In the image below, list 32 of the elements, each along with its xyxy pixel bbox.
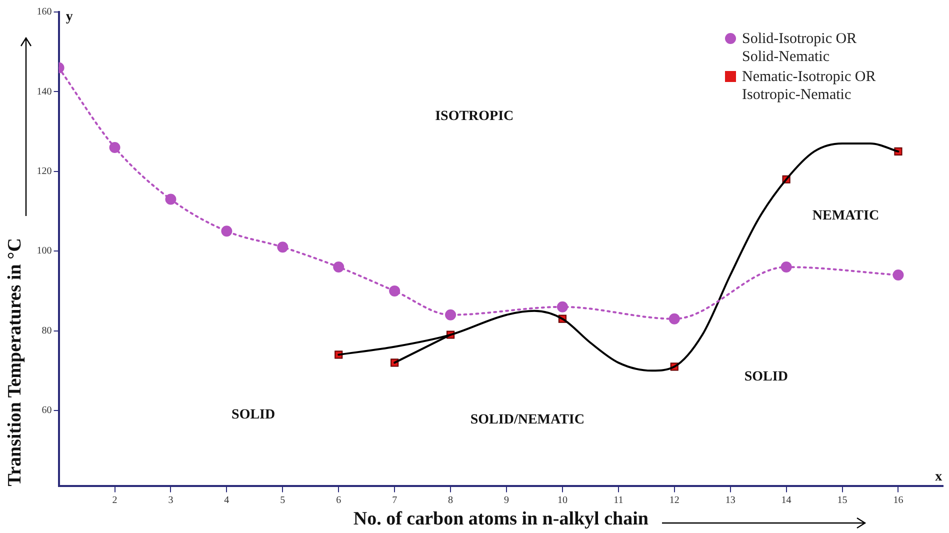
x-tick-label: 6 xyxy=(336,494,342,506)
legend-label: Nematic-Isotropic OR Isotropic-Nematic xyxy=(742,68,877,104)
x-tick-label: 3 xyxy=(168,494,174,506)
annotation: ISOTROPIC xyxy=(435,108,514,124)
x-axis-title: No. of carbon atoms in n-alkyl chain xyxy=(353,508,649,530)
x-tick-label: 2 xyxy=(112,494,118,506)
y-tick-label: 140 xyxy=(36,86,52,98)
x-tick-label: 11 xyxy=(614,494,624,506)
x-tick-label: 14 xyxy=(781,494,792,506)
annotation: NEMATIC xyxy=(812,208,880,224)
x-tick-label: 13 xyxy=(725,494,736,506)
y-tick-label: 120 xyxy=(36,166,52,178)
x-tick-label: 10 xyxy=(557,494,568,506)
x-tick-label: 4 xyxy=(224,494,230,506)
annotation: SOLID xyxy=(232,408,276,423)
annotation: y xyxy=(66,9,73,24)
x-tick-label: 8 xyxy=(448,494,454,506)
y-axis-title: Transition Temperatures in °C xyxy=(4,238,26,486)
y-tick-label: 160 xyxy=(36,6,52,18)
annotation: SOLID xyxy=(744,370,788,385)
y-tick-label: 80 xyxy=(42,325,52,336)
x-tick-label: 5 xyxy=(280,494,286,506)
x-tick-label: 16 xyxy=(893,494,904,506)
y-tick-label: 60 xyxy=(42,405,52,416)
x-tick-label: 9 xyxy=(504,494,509,506)
legend-label: Solid-Isotropic OR Solid-Nematic xyxy=(742,30,858,66)
annotation: SOLID/NEMATIC xyxy=(470,412,584,428)
y-tick-label: 100 xyxy=(36,246,52,257)
x-tick-label: 12 xyxy=(669,494,680,506)
x-tick-label: 7 xyxy=(392,494,398,506)
annotation: x xyxy=(935,469,942,484)
x-tick-label: 15 xyxy=(837,494,848,506)
